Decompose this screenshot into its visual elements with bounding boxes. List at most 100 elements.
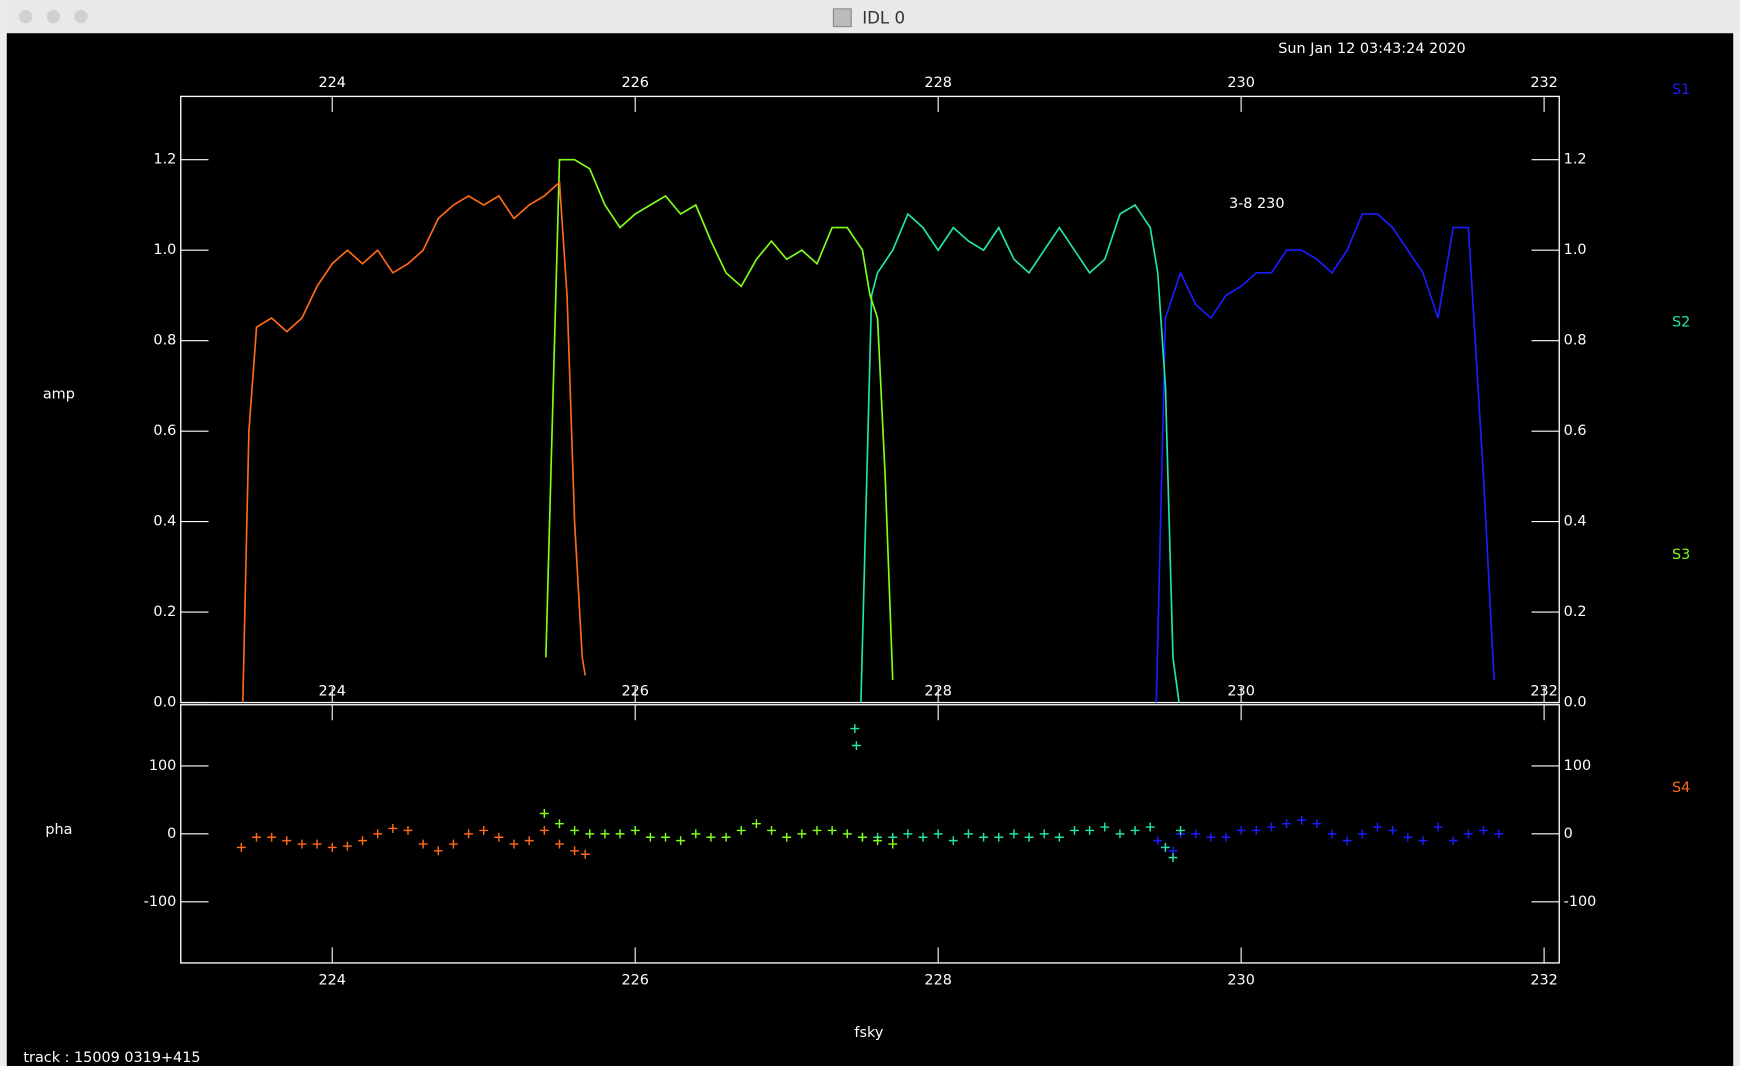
pha-marker [509,839,519,849]
y-tick-label: -100 [144,894,177,910]
pha-marker [570,846,580,856]
pha-marker [1168,853,1178,863]
y-axis-label: pha [45,822,72,838]
window-title: IDL 0 [862,8,905,27]
y-tick-label: 100 [1564,758,1591,774]
y-tick-label: 0.8 [1564,333,1587,349]
pha-marker [994,832,1004,842]
legend-label: S1 [1672,82,1690,98]
pha-marker [327,843,337,852]
pha-marker [1024,832,1034,842]
minimize-button[interactable] [46,9,60,24]
pha-marker [1236,826,1246,835]
pha-marker [539,826,549,835]
y-tick-label: 0.8 [153,333,176,349]
pha-marker [600,829,610,839]
pha-marker [812,826,822,835]
pha-marker [736,826,746,835]
pha-marker [1463,829,1473,839]
y-tick-label: 1.0 [1564,242,1587,258]
y-tick-label: 0.2 [1564,604,1587,620]
pha-marker [1115,829,1125,839]
title-bar: IDL 0 [1,0,1739,34]
pha-marker [851,741,861,750]
pha-marker [282,836,292,846]
legend-label: S4 [1672,780,1690,796]
pha-marker [433,846,443,856]
pha-marker [1388,826,1398,835]
pha-marker [252,832,261,842]
y-tick-label: 0.6 [1564,423,1587,439]
pha-marker [1070,826,1079,835]
zoom-button[interactable] [74,9,88,24]
pha-marker [1282,819,1292,829]
x-tick-label: 226 [621,75,648,91]
y-tick-label: 0.0 [153,695,176,711]
y-tick-label: -100 [1564,894,1597,910]
amp-line [241,180,587,703]
legend-label: S3 [1672,547,1690,563]
pha-marker [706,832,716,842]
pha-marker [555,819,564,829]
pha-marker [403,826,413,835]
pha-marker [1297,815,1307,825]
pha-marker [918,832,928,842]
pha-marker [873,836,883,846]
pha-marker [236,843,246,852]
pha-marker [1009,829,1019,839]
pha-marker [751,819,761,829]
pha-marker [857,832,867,842]
pha-marker [464,829,474,839]
pha-marker [1100,822,1110,832]
pha-marker [1160,843,1170,852]
x-tick-label: 224 [319,75,346,91]
pha-marker [767,826,776,835]
pha-marker [1153,836,1163,846]
x-tick-label: 224 [319,683,346,699]
pha-marker [1085,826,1095,835]
pha-marker [933,829,943,839]
pha-marker [1403,832,1413,842]
pha-marker [964,829,973,839]
pha-marker [888,839,898,849]
pha-marker [1221,832,1231,842]
pha-marker [1145,822,1155,832]
x-tick-label: 226 [621,683,648,699]
pha-marker [782,832,792,842]
y-tick-label: 0.4 [1564,514,1587,530]
date-stamp: Sun Jan 12 03:43:24 2020 [1278,41,1465,57]
pha-marker [1312,819,1322,829]
pha-marker [1433,822,1443,832]
pha-marker [721,832,731,842]
y-tick-label: 0 [1564,826,1573,842]
y-tick-label: 0.6 [153,423,176,439]
pha-marker [388,823,398,833]
pha-marker [1206,832,1216,842]
y-tick-label: 1.0 [153,242,176,258]
legend-label: S2 [1672,314,1690,330]
close-button[interactable] [18,9,33,24]
pha-marker [539,809,549,818]
pha-marker [797,829,807,839]
pha-marker [1251,826,1261,835]
pha-marker [448,839,458,849]
x-tick-label: 230 [1227,75,1254,91]
x-tick-label: 228 [924,973,951,989]
x-tick-label: 230 [1227,683,1254,699]
pha-marker [1418,836,1428,846]
x11-icon [832,8,852,28]
pha-marker [691,829,701,839]
footer: track : 15009 0319+415 [23,1050,200,1066]
x-tick-label: 226 [621,973,648,989]
pha-marker [645,832,655,842]
pha-marker [297,839,307,849]
y-tick-label: 0.4 [153,514,176,530]
pha-marker [373,829,383,839]
pha-marker [570,826,580,835]
y-tick-label: 0.0 [1564,695,1587,711]
pha-marker [615,829,625,839]
pha-marker [1494,829,1504,839]
pha-marker [1191,829,1201,839]
